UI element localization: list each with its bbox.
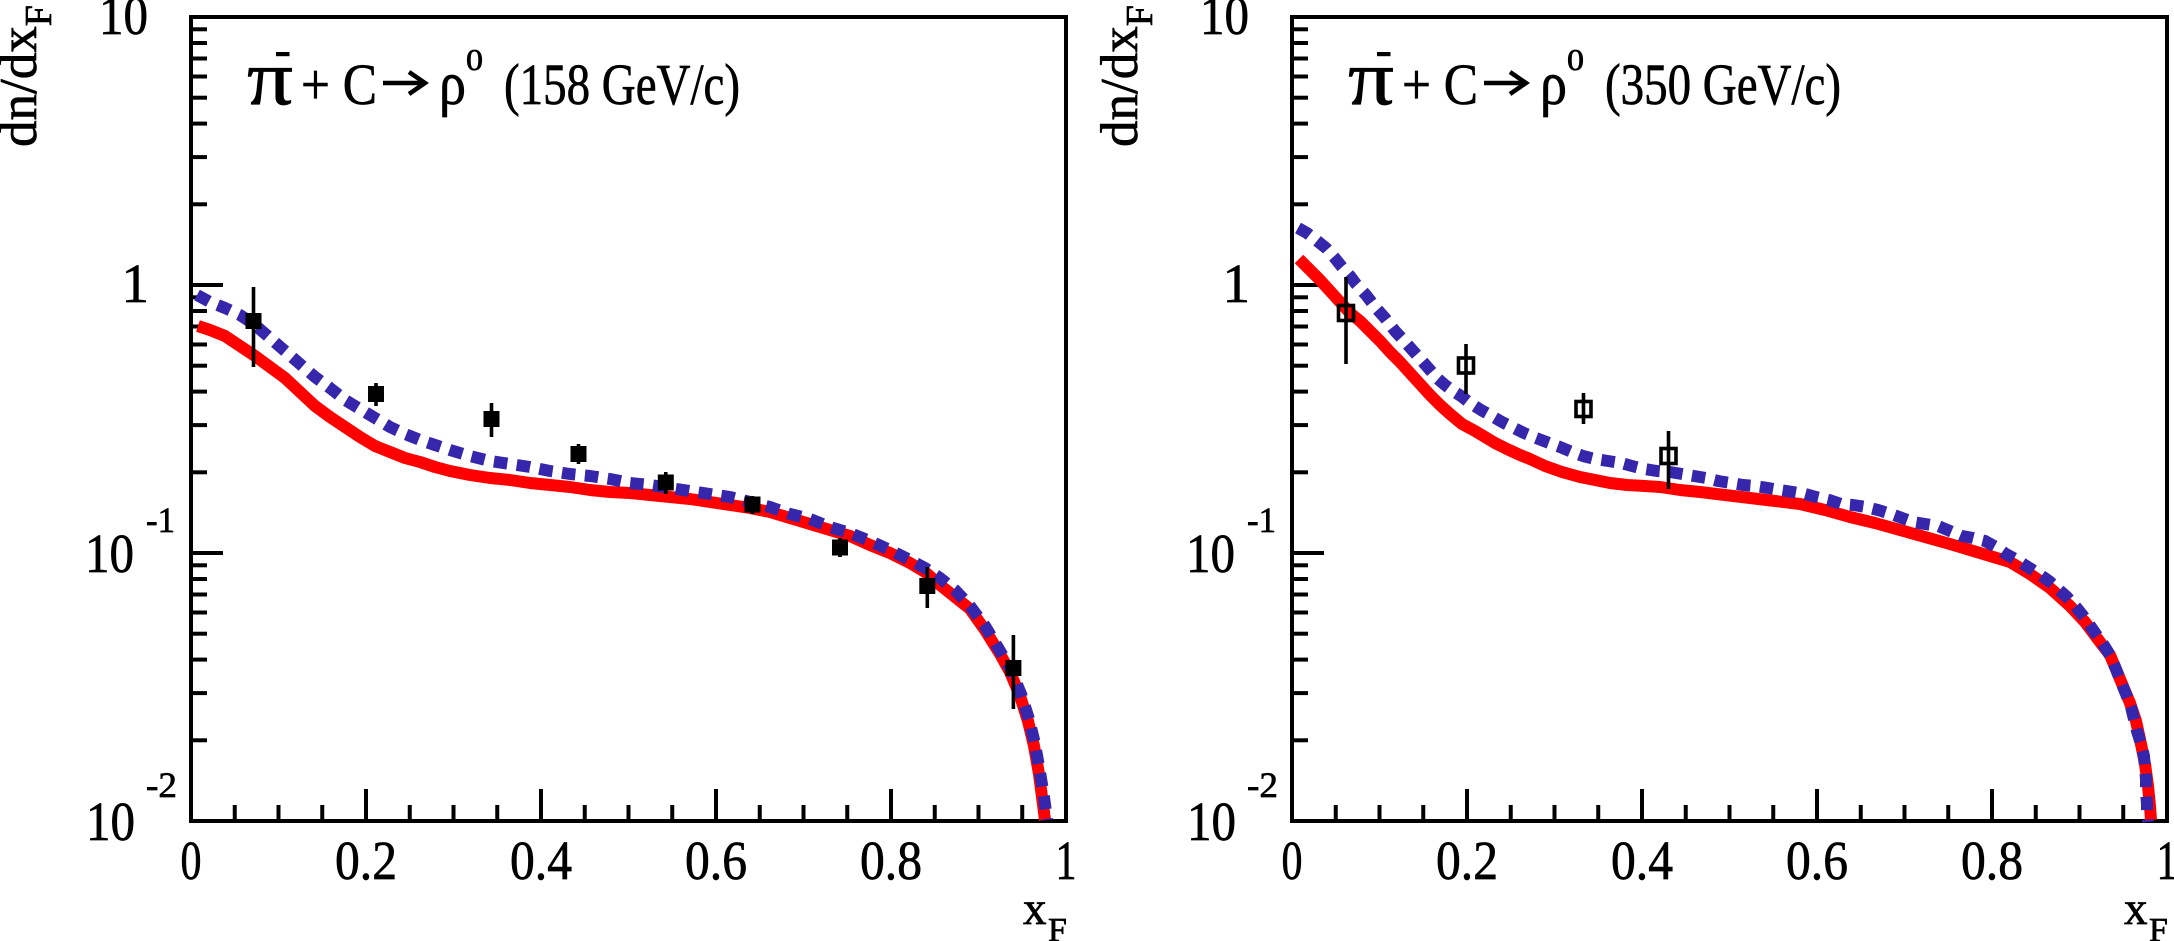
svg-text:x: x [1023, 883, 1047, 935]
svg-text:1: 1 [1223, 253, 1251, 314]
svg-text:0.6: 0.6 [1786, 830, 1848, 891]
svg-text:π: π [247, 34, 293, 121]
svg-text:1: 1 [122, 253, 150, 314]
svg-text:+ C: + C [301, 52, 377, 117]
svg-text:0.2: 0.2 [335, 830, 397, 891]
svg-text:10: 10 [86, 791, 135, 852]
svg-text:F: F [2149, 912, 2168, 941]
svg-text:0.4: 0.4 [1611, 830, 1673, 891]
svg-text:10: 10 [1200, 0, 1249, 46]
svg-text:+ C: + C [1402, 52, 1478, 117]
svg-text:0.8: 0.8 [860, 830, 922, 891]
svg-text:0.2: 0.2 [1436, 830, 1498, 891]
svg-text:0: 0 [1567, 42, 1584, 77]
svg-text:1: 1 [1056, 830, 1077, 891]
svg-text:-2: -2 [146, 765, 177, 805]
svg-text:0: 0 [466, 42, 483, 77]
svg-text:(158 GeV/c): (158 GeV/c) [504, 52, 740, 117]
svg-text:ρ: ρ [1540, 51, 1567, 118]
svg-text:10: 10 [1186, 523, 1235, 584]
svg-text:10: 10 [99, 0, 148, 46]
svg-text:10: 10 [1187, 791, 1236, 852]
svg-text:1: 1 [2157, 830, 2174, 891]
svg-text:0: 0 [181, 830, 202, 891]
svg-text:x: x [2124, 883, 2148, 935]
svg-text:-1: -1 [1247, 500, 1276, 540]
svg-text:0: 0 [1282, 830, 1303, 891]
svg-text:0.8: 0.8 [1961, 830, 2023, 891]
svg-text:-1: -1 [146, 500, 175, 540]
svg-text:F: F [1048, 912, 1067, 941]
svg-text:10: 10 [85, 523, 134, 584]
svg-text:0.6: 0.6 [685, 830, 747, 891]
svg-text:0.4: 0.4 [510, 830, 572, 891]
svg-text:-2: -2 [1247, 765, 1278, 805]
svg-text:π: π [1348, 34, 1394, 121]
svg-text:ρ: ρ [439, 51, 466, 118]
svg-text:(350 GeV/c): (350 GeV/c) [1605, 52, 1841, 117]
